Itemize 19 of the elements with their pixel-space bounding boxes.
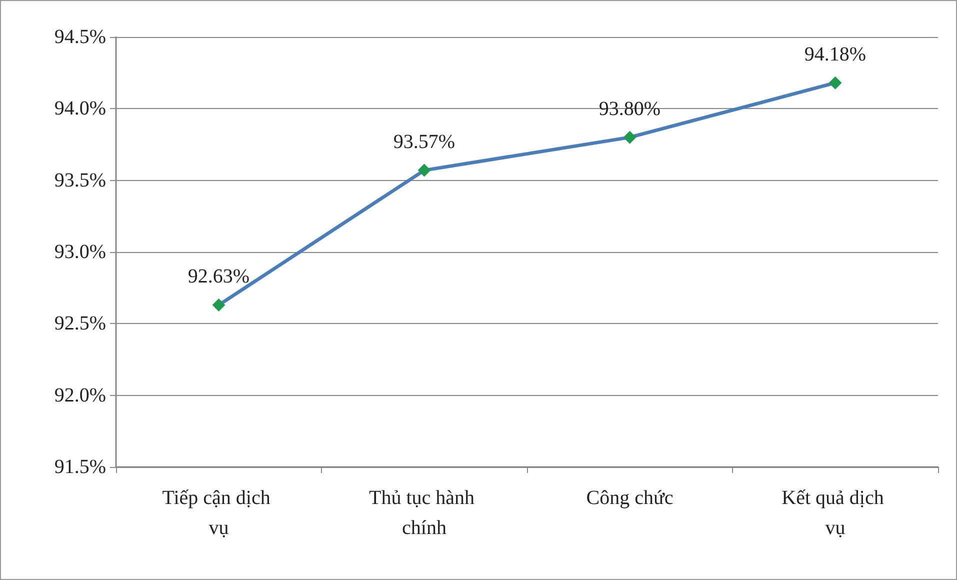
x-tick-label: Tiếp cận dịch vụ: [162, 487, 276, 539]
point: [623, 130, 636, 144]
y-tick-label: 91.5%: [54, 456, 106, 478]
data-label: 93.80%: [598, 98, 661, 120]
y-tick-label: 92.0%: [54, 384, 106, 406]
y-tick-label: 94.0%: [54, 98, 106, 120]
x-tick-label: Kết quả dịch vụ: [782, 487, 889, 539]
x-tick-label: Công chức: [586, 487, 674, 509]
x-tick-label: Thủ tục hành chính: [368, 487, 480, 539]
y-tick-label: 92.5%: [54, 312, 106, 335]
y-tick-label: 93.0%: [54, 241, 106, 263]
data-label: 94.18%: [804, 43, 866, 66]
data-label: 93.57%: [393, 130, 456, 153]
y-tick-label: 94.5%: [54, 26, 106, 48]
y-tick-label: 93.5%: [54, 169, 106, 192]
data-label: 92.63%: [188, 266, 250, 288]
point: [828, 76, 842, 90]
point: [212, 298, 226, 312]
point: [418, 164, 431, 177]
